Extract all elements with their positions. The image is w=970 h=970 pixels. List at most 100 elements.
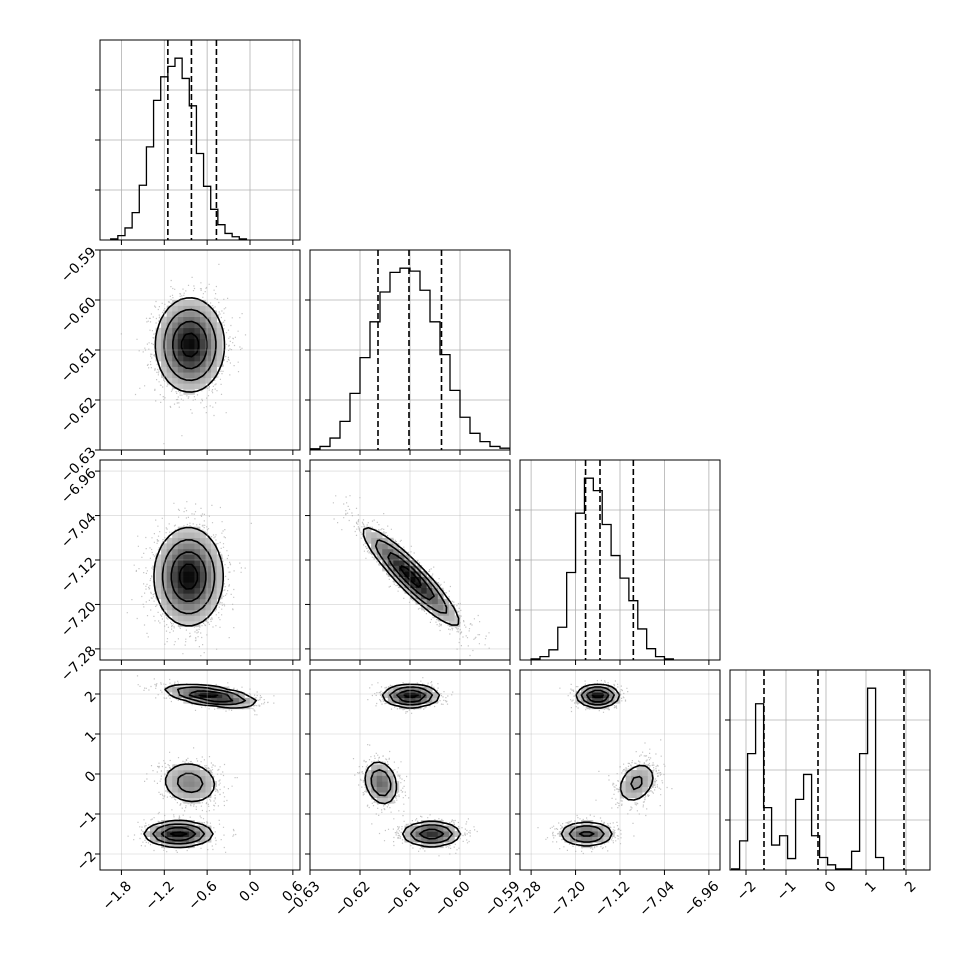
density-cell <box>155 593 162 600</box>
density-cell <box>387 554 394 561</box>
density-cell <box>421 836 427 843</box>
density-cell <box>194 831 201 837</box>
density-cell <box>410 697 416 704</box>
density-cell <box>177 372 184 379</box>
density-cell <box>200 554 206 561</box>
density-cell <box>426 825 433 832</box>
x-tick-label: −1.8 <box>100 878 135 913</box>
density-cell <box>172 582 179 589</box>
density-cell <box>177 825 184 832</box>
density-cell <box>177 316 184 323</box>
density-cell <box>205 554 212 561</box>
density-cell <box>166 610 173 616</box>
density-cell <box>581 692 587 699</box>
density-cell <box>200 316 206 323</box>
density-cell <box>636 786 643 793</box>
density-cell <box>200 537 206 544</box>
density-cell <box>575 836 582 843</box>
density-cell <box>172 842 179 849</box>
density-cell <box>172 350 179 356</box>
density-cell <box>448 621 455 627</box>
x-tick-label: 1 <box>862 878 880 896</box>
density-cell <box>166 366 173 373</box>
density-cell <box>211 361 217 367</box>
density-cell <box>188 355 195 362</box>
y-tick-label: −0.59 <box>58 244 100 286</box>
density-cell <box>177 565 184 572</box>
density-cell <box>200 548 206 555</box>
density-cell <box>177 576 184 583</box>
density-cell <box>188 383 195 390</box>
density-cell <box>188 344 195 351</box>
density-cell <box>188 350 195 356</box>
density-cell <box>410 703 416 710</box>
density-cell <box>586 831 593 837</box>
density-cell <box>426 593 433 600</box>
density-cell <box>636 792 643 799</box>
contour-line <box>370 686 453 844</box>
density-cell <box>177 786 184 793</box>
density-cell <box>581 831 587 837</box>
density-cell <box>183 305 190 312</box>
density-cell <box>172 565 179 572</box>
density-cell <box>188 327 195 334</box>
density-cell <box>581 825 587 832</box>
pair-panel-0-1 <box>99 249 301 451</box>
density-cell <box>211 316 217 323</box>
density-cell <box>586 836 593 843</box>
density-cell <box>200 565 206 572</box>
density-cell <box>586 692 593 699</box>
density-cell <box>603 697 610 704</box>
pair-panel-1-3 <box>309 669 511 871</box>
density-cell <box>183 344 190 351</box>
contour-line <box>154 297 226 393</box>
density-cell <box>398 703 405 710</box>
density-cell <box>642 786 649 793</box>
density-cell <box>205 565 212 572</box>
density-cell <box>205 576 212 583</box>
hist-panel-2 <box>515 459 721 661</box>
y-tick-label: −7.20 <box>58 599 100 641</box>
density-cell <box>365 786 372 793</box>
density-cell <box>188 781 195 787</box>
density-cell <box>382 786 389 793</box>
density-cell <box>194 383 201 390</box>
density-cell <box>188 333 195 340</box>
density-cell <box>194 305 201 312</box>
density-cell <box>387 571 394 577</box>
density-cell <box>166 593 173 600</box>
density-cell <box>172 615 179 622</box>
density-cell <box>205 338 212 345</box>
density-cell <box>608 692 615 699</box>
density-cell <box>172 322 179 329</box>
density-cell <box>194 532 201 539</box>
density-cell <box>404 576 411 583</box>
density-cell <box>183 554 190 561</box>
density-cell <box>371 764 377 771</box>
density-cell <box>172 686 179 693</box>
density-cell <box>371 532 377 539</box>
density-cell <box>432 610 439 616</box>
density-cell <box>410 831 416 837</box>
density-cell <box>404 686 411 693</box>
contour-line <box>568 686 643 843</box>
density-cell <box>222 692 229 699</box>
density-cell <box>564 825 571 832</box>
density-cell <box>183 338 190 345</box>
density-cell <box>188 311 195 317</box>
density-cell <box>404 825 411 832</box>
density-cell <box>200 322 206 329</box>
density-cell <box>166 554 173 561</box>
density-cell <box>183 621 190 627</box>
density-cell <box>166 311 173 317</box>
density-cell <box>172 792 179 799</box>
density-cell <box>177 593 184 600</box>
density-cell <box>426 831 433 837</box>
density-cell <box>205 775 212 782</box>
density-cell <box>172 548 179 555</box>
density-cell <box>421 571 427 577</box>
y-tick-label: −0.61 <box>58 344 100 386</box>
x-tick-label: −1 <box>774 878 800 904</box>
density-cell <box>216 350 223 356</box>
density-cell <box>371 792 377 799</box>
